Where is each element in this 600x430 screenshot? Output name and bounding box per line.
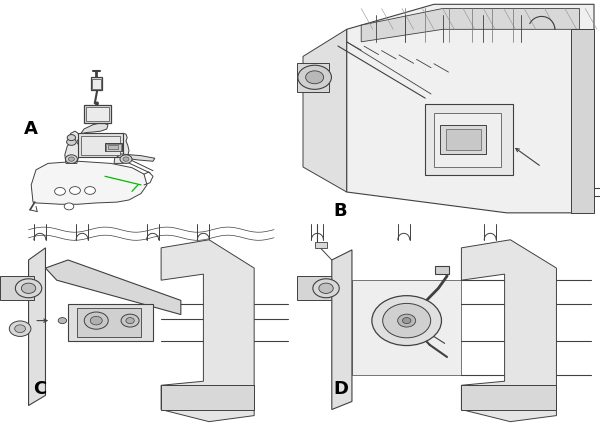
- Bar: [1, 276, 34, 301]
- Circle shape: [10, 321, 31, 336]
- Bar: [434, 113, 501, 167]
- Circle shape: [313, 279, 339, 298]
- Bar: [108, 145, 118, 149]
- Circle shape: [319, 283, 333, 293]
- Circle shape: [305, 71, 323, 84]
- Circle shape: [84, 312, 108, 329]
- Polygon shape: [68, 304, 152, 341]
- Text: D: D: [333, 380, 348, 398]
- Circle shape: [68, 157, 74, 161]
- Bar: [446, 129, 481, 150]
- Bar: [440, 125, 487, 154]
- Circle shape: [55, 187, 65, 195]
- Circle shape: [126, 318, 134, 324]
- Circle shape: [65, 155, 77, 163]
- Polygon shape: [571, 29, 594, 213]
- Circle shape: [16, 279, 42, 298]
- Bar: [78, 133, 123, 157]
- Polygon shape: [29, 248, 46, 405]
- Polygon shape: [46, 260, 181, 315]
- Circle shape: [121, 314, 139, 327]
- Circle shape: [67, 138, 76, 145]
- Bar: [314, 242, 326, 248]
- Polygon shape: [114, 133, 129, 163]
- Circle shape: [85, 187, 95, 194]
- Circle shape: [90, 316, 102, 325]
- Polygon shape: [361, 9, 580, 42]
- Circle shape: [64, 203, 74, 210]
- Polygon shape: [81, 123, 108, 133]
- Bar: [161, 385, 254, 409]
- Circle shape: [123, 157, 129, 161]
- Circle shape: [120, 155, 132, 163]
- Bar: [92, 79, 101, 89]
- Circle shape: [398, 314, 416, 327]
- Polygon shape: [332, 250, 352, 409]
- Bar: [84, 105, 111, 123]
- Bar: [86, 107, 109, 121]
- Polygon shape: [65, 131, 81, 163]
- Polygon shape: [461, 240, 556, 422]
- Polygon shape: [161, 240, 254, 422]
- Bar: [77, 308, 142, 337]
- Text: A: A: [24, 120, 38, 138]
- Polygon shape: [117, 154, 155, 161]
- Bar: [105, 143, 122, 151]
- Bar: [297, 276, 332, 301]
- Text: C: C: [33, 380, 46, 398]
- Circle shape: [67, 135, 76, 141]
- Bar: [436, 266, 449, 274]
- Circle shape: [22, 283, 36, 293]
- Polygon shape: [303, 29, 347, 192]
- Circle shape: [403, 318, 411, 324]
- Bar: [81, 136, 120, 155]
- Polygon shape: [31, 161, 147, 204]
- Circle shape: [298, 65, 331, 89]
- Polygon shape: [352, 280, 461, 375]
- Bar: [297, 63, 329, 92]
- Circle shape: [15, 325, 25, 332]
- Bar: [91, 77, 102, 90]
- Circle shape: [58, 318, 67, 324]
- Polygon shape: [425, 104, 512, 175]
- Bar: [461, 385, 556, 409]
- Text: B: B: [333, 202, 347, 220]
- Circle shape: [372, 296, 442, 346]
- Circle shape: [383, 304, 431, 338]
- Circle shape: [70, 187, 80, 194]
- Polygon shape: [347, 4, 594, 213]
- Bar: [106, 144, 121, 150]
